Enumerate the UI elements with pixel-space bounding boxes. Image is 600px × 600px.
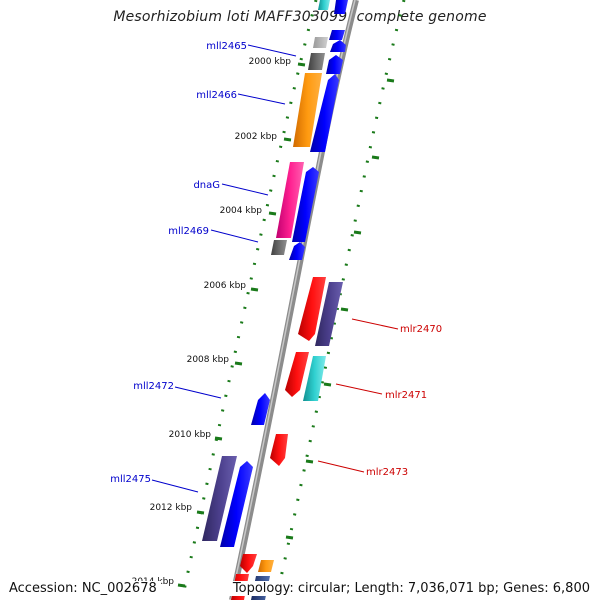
callout-line-mll2469 <box>210 229 259 243</box>
tick-label-2002: 2002 kbp <box>235 132 278 142</box>
tick-mark <box>297 62 306 67</box>
tick-label-2000: 2000 kbp <box>249 57 292 67</box>
gene-mll2466-partner[interactable] <box>310 74 339 152</box>
gene-label-mlr2470[interactable]: mlr2470 <box>400 324 442 335</box>
tick-mark <box>305 459 314 464</box>
gene-mlr2471[interactable] <box>285 352 309 397</box>
accession-text: Accession: NC_002678 <box>9 581 161 596</box>
tick-label-2010: 2010 kbp <box>169 430 212 440</box>
gene-mll2475[interactable] <box>202 456 237 541</box>
gene-mlr2470-partner[interactable] <box>315 282 343 346</box>
gene-label-mlr2471[interactable]: mlr2471 <box>385 390 427 401</box>
tick-label-2008: 2008 kbp <box>187 355 230 365</box>
topology-text: Topology: circular; Length: 7,036,071 bp… <box>228 581 590 596</box>
gene-dnaG-partner[interactable] <box>292 167 319 242</box>
genome-title: Mesorhizobium loti MAFF303099, complete … <box>113 9 487 25</box>
callout-line-mll2475 <box>151 479 199 493</box>
gene-label-mll2465[interactable]: mll2465 <box>206 41 247 52</box>
gene-mlr2471-partner[interactable] <box>303 356 326 401</box>
callout-line-mlr2473 <box>317 460 365 473</box>
tick-mark <box>371 155 380 160</box>
tick-mark <box>234 361 243 366</box>
gene-bottom-orange[interactable] <box>258 560 274 572</box>
gene-bottom-red-a[interactable] <box>240 554 257 573</box>
gene-mll2472[interactable] <box>251 393 270 425</box>
tick-mark <box>196 510 205 515</box>
genome-footer: Accession: NC_002678 Topology: circular;… <box>0 578 600 600</box>
gene-mll2466[interactable] <box>293 73 322 147</box>
gene-mll2469[interactable] <box>271 240 287 255</box>
tick-label-2006: 2006 kbp <box>204 281 247 291</box>
gene-label-mll2475[interactable]: mll2475 <box>110 474 151 485</box>
tick-mark <box>386 78 395 83</box>
tick-mark <box>340 307 349 312</box>
tick-mark <box>283 137 292 142</box>
gene-top-blue-c[interactable] <box>330 40 346 52</box>
gene-mlr2473[interactable] <box>270 434 288 466</box>
gene-top-light[interactable] <box>313 37 328 48</box>
gene-mlr2470[interactable] <box>298 277 326 341</box>
tick-mark <box>177 583 186 588</box>
gene-label-mll2466[interactable]: mll2466 <box>196 90 237 101</box>
gene-label-mll2472[interactable]: mll2472 <box>133 381 174 392</box>
callout-line-mlr2470 <box>351 318 399 330</box>
tick-mark <box>268 211 277 216</box>
callout-line-mll2465 <box>247 44 297 57</box>
callout-line-mll2466 <box>237 93 286 105</box>
gene-top-blue-a[interactable] <box>334 0 348 14</box>
gene-top-cyan[interactable] <box>318 0 330 10</box>
tick-label-2012: 2012 kbp <box>150 503 193 513</box>
gene-label-mlr2473[interactable]: mlr2473 <box>366 467 408 478</box>
gene-label-mll2469[interactable]: mll2469 <box>168 226 209 237</box>
tick-marks <box>177 62 395 588</box>
gene-mll2475-partner[interactable] <box>220 461 253 547</box>
callout-line-mll2472 <box>174 386 222 399</box>
tick-mark <box>214 436 223 441</box>
gene-mll2469-partner[interactable] <box>289 242 305 260</box>
gene-mll2465-partner[interactable] <box>326 55 343 74</box>
tick-mark <box>323 382 332 387</box>
gene-mll2465[interactable] <box>308 53 325 70</box>
tick-label-2004: 2004 kbp <box>220 206 263 216</box>
tick-mark <box>353 230 362 235</box>
callout-line-dnaG <box>221 183 269 196</box>
callout-line-mlr2471 <box>335 383 383 395</box>
tick-mark <box>285 535 294 540</box>
tick-mark <box>250 287 259 292</box>
gene-dnaG[interactable] <box>276 162 304 238</box>
gene-label-dnaG[interactable]: dnaG <box>193 180 220 191</box>
gene-top-blue-b[interactable] <box>329 30 345 40</box>
